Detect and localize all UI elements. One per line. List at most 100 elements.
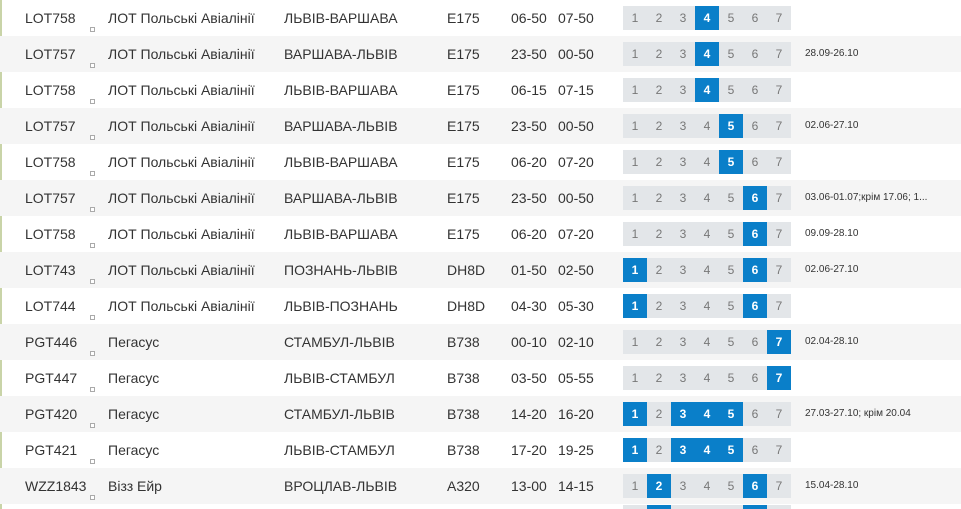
validity-period: 02.04-28.10 [805,336,859,347]
weekday-3: 3 [671,330,695,354]
flight-row[interactable]: LOT758 ЛОТ Польські Авіалінії ЛЬВІВ-ВАРШАВ… [0,0,961,36]
weekday-3: 3 [671,258,695,282]
departure-time: 03-50 [511,370,547,386]
weekday-3: 3 [671,294,695,318]
weekday-3: 3 [671,402,695,426]
airline-name: Пегасус [108,334,160,350]
airline-name: Пегасус [108,370,160,386]
weekday-3: 3 [671,150,695,174]
flight-code: PGT421 [25,442,78,458]
weekday-6: 6 [743,258,767,282]
aircraft-type: DH8D [447,262,486,278]
weekday-4: 4 [695,294,719,318]
flight-row[interactable]: LOT758 ЛОТ Польські Авіалінії ЛЬВІВ-ВАРШАВ… [0,72,961,108]
weekday-6: 6 [743,78,767,102]
airline-name: ЛОТ Польські Авіалінії [108,262,255,278]
departure-time: 23-50 [511,46,547,62]
aircraft-type: DH8D [447,298,486,314]
weekday-2: 2 [647,6,671,30]
row-marker-icon [90,207,95,212]
flight-row[interactable]: PGT447 Пегасус ЛЬВІВ-СТАМБУЛ B738 03-50 05-55… [0,360,961,396]
day-6-active-partial [743,505,767,509]
flight-row[interactable]: LOT744 ЛОТ Польські Авіалінії ЛЬВІВ-ПОЗНАН… [0,288,961,324]
row-marker-icon [90,171,95,176]
weekday-1: 1 [623,330,647,354]
flight-row[interactable]: LOT758 ЛОТ Польські Авіалінії ЛЬВІВ-ВАРШАВ… [0,216,961,252]
weekday-1: 1 [623,438,647,462]
aircraft-type: E175 [447,190,480,206]
weekday-2: 2 [647,294,671,318]
aircraft-type: B738 [447,334,480,350]
weekday-2: 2 [647,402,671,426]
aircraft-type: E175 [447,154,480,170]
weekday-6: 6 [743,438,767,462]
weekday-1: 1 [623,294,647,318]
weekday-1: 1 [623,402,647,426]
flight-code: LOT758 [25,226,76,242]
aircraft-type: B738 [447,370,480,386]
weekday-2: 2 [647,366,671,390]
weekday-6: 6 [743,114,767,138]
next-row-days-partial [623,505,791,509]
weekday-7: 7 [767,294,791,318]
weekday-7: 7 [767,438,791,462]
validity-period: 15.04-28.10 [805,480,859,491]
flight-row[interactable]: LOT757 ЛОТ Польські Авіалінії ВАРШАВА-ЛЬВІ… [0,36,961,72]
flight-row[interactable]: PGT421 Пегасус ЛЬВІВ-СТАМБУЛ B738 17-20 19-25… [0,432,961,468]
arrival-time: 16-20 [558,406,594,422]
departure-time: 06-15 [511,82,547,98]
airline-name: ЛОТ Польські Авіалінії [108,46,255,62]
route: ЛЬВІВ-ПОЗНАНЬ [284,298,398,314]
weekday-2: 2 [647,474,671,498]
arrival-time: 19-25 [558,442,594,458]
route: ПОЗНАНЬ-ЛЬВІВ [284,262,398,278]
departure-time: 04-30 [511,298,547,314]
weekday-4: 4 [695,114,719,138]
weekday-3: 3 [671,42,695,66]
aircraft-type: A320 [447,478,480,494]
weekday-7: 7 [767,42,791,66]
flight-row[interactable]: LOT758 ЛОТ Польські Авіалінії ЛЬВІВ-ВАРШАВ… [0,144,961,180]
route: ЛЬВІВ-ВАРШАВА [284,82,398,98]
validity-period: 02.06-27.10 [805,120,859,131]
weekday-2: 2 [647,42,671,66]
weekday-4: 4 [695,150,719,174]
flight-row[interactable]: PGT446 Пегасус СТАМБУЛ-ЛЬВІВ B738 00-10 02-10… [0,324,961,360]
flight-row[interactable]: LOT757 ЛОТ Польські Авіалінії ВАРШАВА-ЛЬВІ… [0,108,961,144]
weekday-5: 5 [719,186,743,210]
weekday-7: 7 [767,474,791,498]
weekday-7: 7 [767,222,791,246]
arrival-time: 00-50 [558,190,594,206]
arrival-time: 00-50 [558,118,594,134]
weekday-5: 5 [719,438,743,462]
arrival-time: 05-55 [558,370,594,386]
flight-row[interactable]: LOT743 ЛОТ Польські Авіалінії ПОЗНАНЬ-ЛЬВІ… [0,252,961,288]
row-marker-icon [90,99,95,104]
aircraft-type: B738 [447,406,480,422]
validity-period: 28.09-26.10 [805,48,859,59]
weekday-5: 5 [719,42,743,66]
weekday-4: 4 [695,474,719,498]
departure-time: 06-50 [511,10,547,26]
row-marker-icon [90,495,95,500]
validity-period: 03.06-01.07;крім 17.06; 1... [805,192,928,203]
aircraft-type: E175 [447,226,480,242]
weekday-1: 1 [623,150,647,174]
flight-row[interactable]: PGT420 Пегасус СТАМБУЛ-ЛЬВІВ B738 14-20 16-20… [0,396,961,432]
weekday-6: 6 [743,294,767,318]
flight-row[interactable]: WZZ1843 Візз Ейр ВРОЦЛАВ-ЛЬВІВ A320 13-00 14-… [0,468,961,504]
weekday-6: 6 [743,6,767,30]
arrival-time: 07-20 [558,154,594,170]
weekday-7: 7 [767,258,791,282]
departure-time: 23-50 [511,190,547,206]
weekday-3: 3 [671,186,695,210]
weekday-1: 1 [623,42,647,66]
weekday-1: 1 [623,222,647,246]
flight-row[interactable]: LOT757 ЛОТ Польські Авіалінії ВАРШАВА-ЛЬВІ… [0,180,961,216]
weekday-4: 4 [695,6,719,30]
